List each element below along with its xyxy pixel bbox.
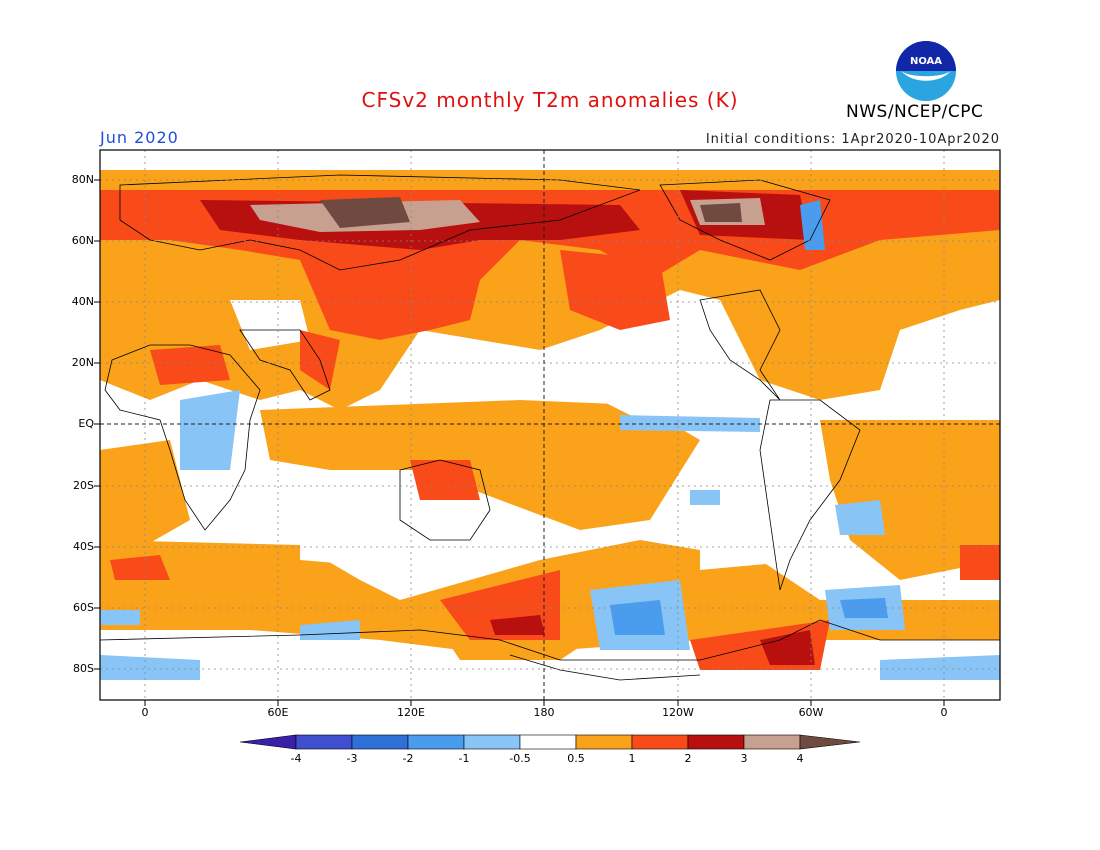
lat-label-60s: 60S (73, 601, 94, 614)
colorbar-swatch-10 (799, 734, 861, 750)
colorbar-swatch-2 (351, 734, 409, 750)
lon-label-0-east: 0 (940, 706, 948, 719)
colorbar-swatch-6 (575, 734, 633, 750)
map-title: CFSv2 monthly T2m anomalies (K) (361, 88, 739, 112)
lon-label-60e: 60E (267, 706, 289, 719)
lat-label-60n: 60N (71, 234, 94, 247)
colorbar (239, 734, 861, 750)
lat-label-20n: 20N (71, 356, 94, 369)
colorbar-label-2: 2 (684, 752, 692, 765)
colorbar-label-minus2: -2 (402, 752, 414, 765)
noaa-logo: NOAA (896, 41, 956, 101)
lat-label-20s: 20S (73, 479, 94, 492)
lat-label-80n: 80N (71, 173, 94, 186)
forecast-month: Jun 2020 (100, 128, 179, 147)
agency-label: NWS/NCEP/CPC (846, 102, 984, 122)
lat-label-40n: 40N (71, 295, 94, 308)
colorbar-swatch-4 (463, 734, 521, 750)
colorbar-swatch-0 (239, 734, 297, 750)
lon-label-180: 180 (533, 706, 555, 719)
colorbar-label-minus1: -1 (458, 752, 470, 765)
lon-label-0-west: 0 (141, 706, 149, 719)
colorbar-label-minus4: -4 (290, 752, 302, 765)
lon-label-120w: 120W (662, 706, 694, 719)
colorbar-swatch-1 (295, 734, 353, 750)
lon-label-60w: 60W (798, 706, 824, 719)
map-field (100, 150, 1000, 700)
colorbar-label-4: 4 (796, 752, 804, 765)
colorbar-swatch-7 (631, 734, 689, 750)
lat-label-eq: EQ (78, 417, 94, 430)
colorbar-label-1: 1 (628, 752, 636, 765)
colorbar-label-0-5: 0.5 (567, 752, 585, 765)
lat-label-40s: 40S (73, 540, 94, 553)
svg-text:NOAA: NOAA (910, 56, 942, 67)
colorbar-swatch-5 (519, 734, 577, 750)
initial-conditions: Initial conditions: 1Apr2020-10Apr2020 (705, 132, 1000, 147)
colorbar-swatch-3 (407, 734, 465, 750)
colorbar-label-minus3: -3 (346, 752, 358, 765)
colorbar-swatch-8 (687, 734, 745, 750)
lat-label-80s: 80S (73, 662, 94, 675)
colorbar-label-minus0-5: -0.5 (509, 752, 531, 765)
map-frame (99, 149, 1001, 701)
colorbar-swatch-9 (743, 734, 801, 750)
lon-label-120e: 120E (397, 706, 425, 719)
colorbar-label-3: 3 (740, 752, 748, 765)
